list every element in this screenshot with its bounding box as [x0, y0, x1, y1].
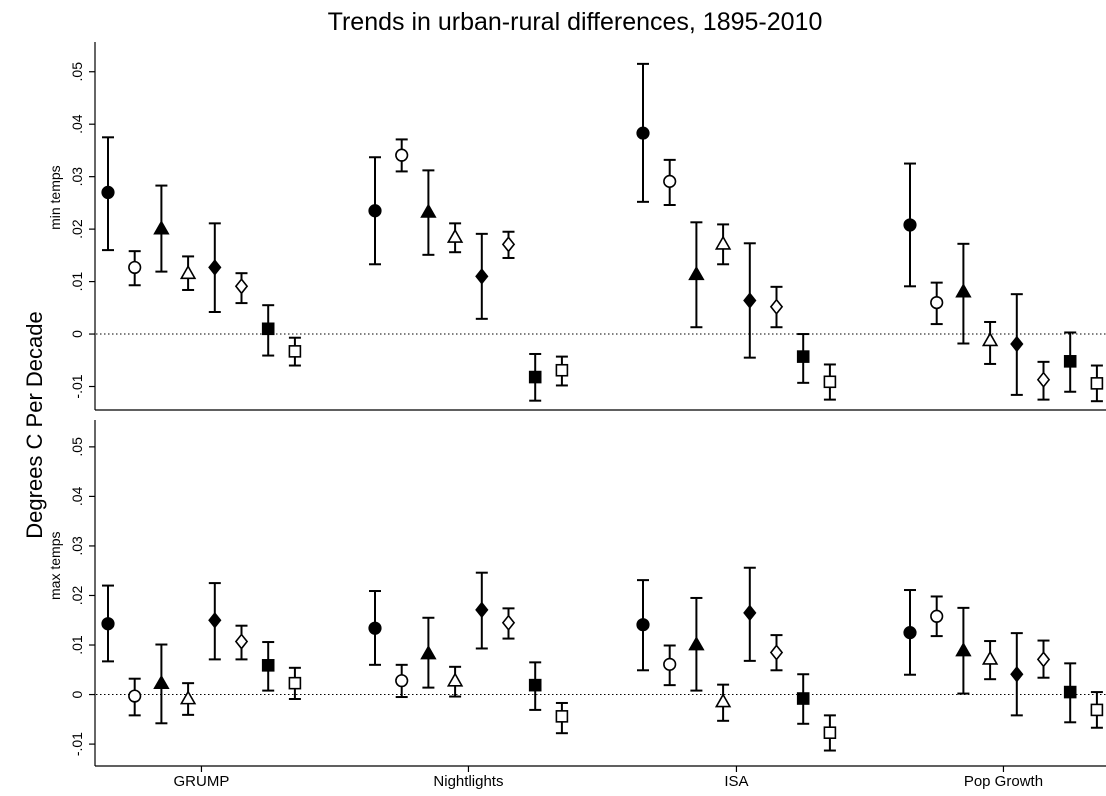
point-marker-triangle-filled: [155, 676, 169, 688]
point-marker-square-open: [556, 365, 567, 376]
panel-max-temps: max temps -.01 0 .01 .02 .03 .04 .05 GRUMP Nightl…: [47, 420, 1106, 790]
chart-title: Trends in urban-rural differences, 1895-…: [328, 8, 823, 36]
group-grump: [102, 137, 301, 365]
point-marker-square-filled: [263, 323, 274, 334]
panel-min-temps: min temps -.01 0 .01 .02 .03 .04 .05: [47, 42, 1106, 410]
point-marker-square-open: [289, 346, 300, 357]
point-marker-square-filled: [798, 351, 809, 362]
point-marker-square-open: [289, 678, 300, 689]
y-tick-label: .04: [69, 114, 85, 134]
point-marker-triangle-filled: [422, 205, 436, 217]
point-marker-diamond-open: [503, 237, 514, 251]
point-marker-circle-filled: [637, 127, 649, 139]
y-tick-label: 0: [69, 690, 85, 698]
point-marker-circle-filled: [904, 627, 916, 639]
point-marker-square-filled: [798, 693, 809, 704]
point-marker-triangle-filled: [957, 285, 971, 297]
y-tick-label: .01: [69, 635, 85, 655]
group-pop-growth: [904, 590, 1103, 728]
y-tick-label: .02: [69, 586, 85, 606]
point-marker-square-filled: [530, 680, 541, 691]
point-marker-triangle-filled: [690, 638, 704, 650]
y-tick-label: -.01: [69, 374, 85, 398]
group-nightlights: [369, 139, 568, 400]
point-marker-triangle-open: [181, 692, 195, 704]
point-marker-circle-open: [931, 297, 943, 309]
point-marker-circle-open: [664, 659, 676, 671]
y-tick-label: -.01: [69, 732, 85, 756]
point-marker-circle-filled: [369, 205, 381, 217]
point-marker-circle-filled: [102, 618, 114, 630]
point-marker-circle-open: [129, 690, 141, 702]
point-marker-square-filled: [1065, 687, 1076, 698]
panel-label: max temps: [47, 532, 63, 600]
y-tick-label: 0: [69, 330, 85, 338]
y-tick-label: .04: [69, 486, 85, 506]
category-label: Pop Growth: [964, 773, 1043, 790]
point-marker-triangle-open: [448, 674, 462, 686]
category-label: ISA: [724, 773, 748, 790]
point-marker-diamond-filled: [1011, 667, 1022, 681]
point-marker-triangle-filled: [422, 647, 436, 659]
point-marker-circle-filled: [637, 619, 649, 631]
group-nightlights: [369, 573, 568, 734]
point-marker-diamond-open: [1038, 652, 1049, 666]
group-isa: [637, 64, 836, 400]
point-marker-triangle-open: [983, 652, 997, 664]
point-marker-square-open: [824, 727, 835, 738]
point-marker-triangle-open: [448, 230, 462, 242]
point-marker-diamond-open: [236, 279, 247, 293]
point-marker-diamond-filled: [476, 603, 487, 617]
point-marker-circle-open: [931, 610, 943, 622]
point-marker-triangle-open: [716, 695, 730, 707]
point-marker-square-filled: [530, 372, 541, 383]
point-marker-circle-open: [129, 262, 141, 274]
y-tick-label: .05: [69, 437, 85, 457]
y-tick-label: .05: [69, 62, 85, 82]
point-marker-triangle-filled: [155, 222, 169, 234]
point-marker-diamond-open: [236, 635, 247, 649]
point-marker-circle-open: [396, 149, 408, 161]
group-pop-growth: [904, 164, 1103, 402]
point-marker-triangle-open: [181, 266, 195, 278]
point-marker-triangle-open: [716, 237, 730, 249]
point-marker-square-filled: [263, 660, 274, 671]
point-marker-diamond-open: [1038, 373, 1049, 387]
y-tick-label: .02: [69, 219, 85, 239]
point-marker-square-filled: [1065, 356, 1076, 367]
panels-layer: min temps -.01 0 .01 .02 .03 .04 .05 max temps -.…: [47, 42, 1106, 790]
group-grump: [102, 583, 301, 723]
point-marker-circle-filled: [904, 219, 916, 231]
point-marker-square-open: [824, 376, 835, 387]
point-marker-diamond-open: [503, 616, 514, 630]
y-axis-label: Degrees C Per Decade: [22, 311, 47, 538]
category-label: Nightlights: [433, 773, 503, 790]
point-marker-diamond-filled: [744, 293, 755, 307]
point-marker-square-open: [556, 711, 567, 722]
y-tick-label: .01: [69, 272, 85, 292]
category-label: GRUMP: [174, 773, 230, 790]
point-marker-triangle-open: [983, 334, 997, 346]
point-marker-diamond-open: [771, 645, 782, 659]
point-marker-square-open: [1091, 704, 1102, 715]
point-marker-triangle-filled: [957, 644, 971, 656]
point-marker-circle-open: [664, 176, 676, 188]
point-marker-diamond-filled: [1011, 337, 1022, 351]
point-marker-diamond-filled: [209, 260, 220, 274]
point-marker-diamond-filled: [476, 269, 487, 283]
point-marker-triangle-filled: [690, 267, 704, 279]
y-tick-label: .03: [69, 536, 85, 556]
point-marker-circle-filled: [102, 187, 114, 199]
group-isa: [637, 568, 836, 751]
point-marker-diamond-filled: [209, 613, 220, 627]
point-marker-diamond-filled: [744, 606, 755, 620]
point-marker-diamond-open: [771, 300, 782, 314]
panel-label: min temps: [47, 165, 63, 230]
point-marker-circle-open: [396, 675, 408, 687]
point-marker-circle-filled: [369, 622, 381, 634]
point-marker-square-open: [1091, 378, 1102, 389]
y-tick-label: .03: [69, 167, 85, 187]
